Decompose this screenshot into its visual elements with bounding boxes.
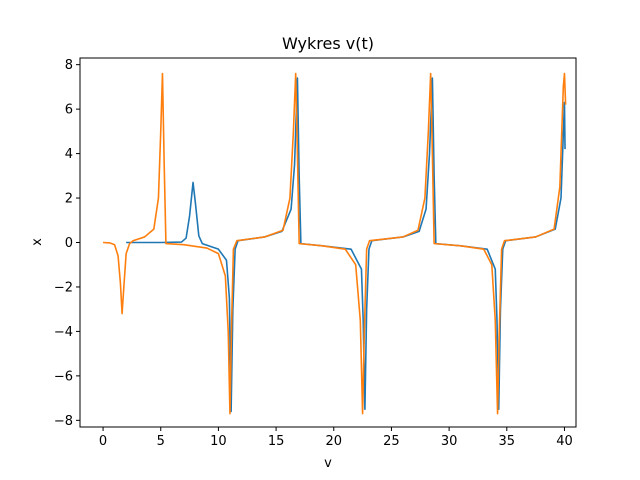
y-tick-label: 0: [65, 236, 73, 251]
y-tick-label: 6: [65, 103, 73, 118]
x-tick-label: 0: [99, 434, 107, 449]
chart-title: Wykres v(t): [282, 34, 374, 53]
x-tick-label: 25: [383, 434, 400, 449]
y-tick-label: −2: [54, 280, 73, 295]
x-tick-label: 35: [499, 434, 516, 449]
y-tick-label: −8: [54, 414, 73, 429]
x-tick-label: 40: [556, 434, 573, 449]
series-line-2: [103, 72, 567, 415]
y-tick-label: 8: [65, 58, 73, 73]
x-tick-label: 10: [210, 434, 227, 449]
y-tick-label: 4: [65, 147, 73, 162]
y-axis-label: x: [30, 238, 45, 246]
y-tick-label: 2: [65, 192, 73, 207]
x-tick-label: 15: [268, 434, 285, 449]
plot-area: 0 5 10 15 20 25 30 35 40 −8 −6 −4 −2 0 2 4 6 8: [54, 57, 577, 449]
x-axis-label: v: [324, 456, 332, 471]
y-tick-label: −4: [54, 325, 73, 340]
x-tick-label: 30: [441, 434, 458, 449]
x-tick-label: 20: [325, 434, 342, 449]
x-tick-label: 5: [157, 434, 165, 449]
y-tick-label: −6: [54, 369, 73, 384]
